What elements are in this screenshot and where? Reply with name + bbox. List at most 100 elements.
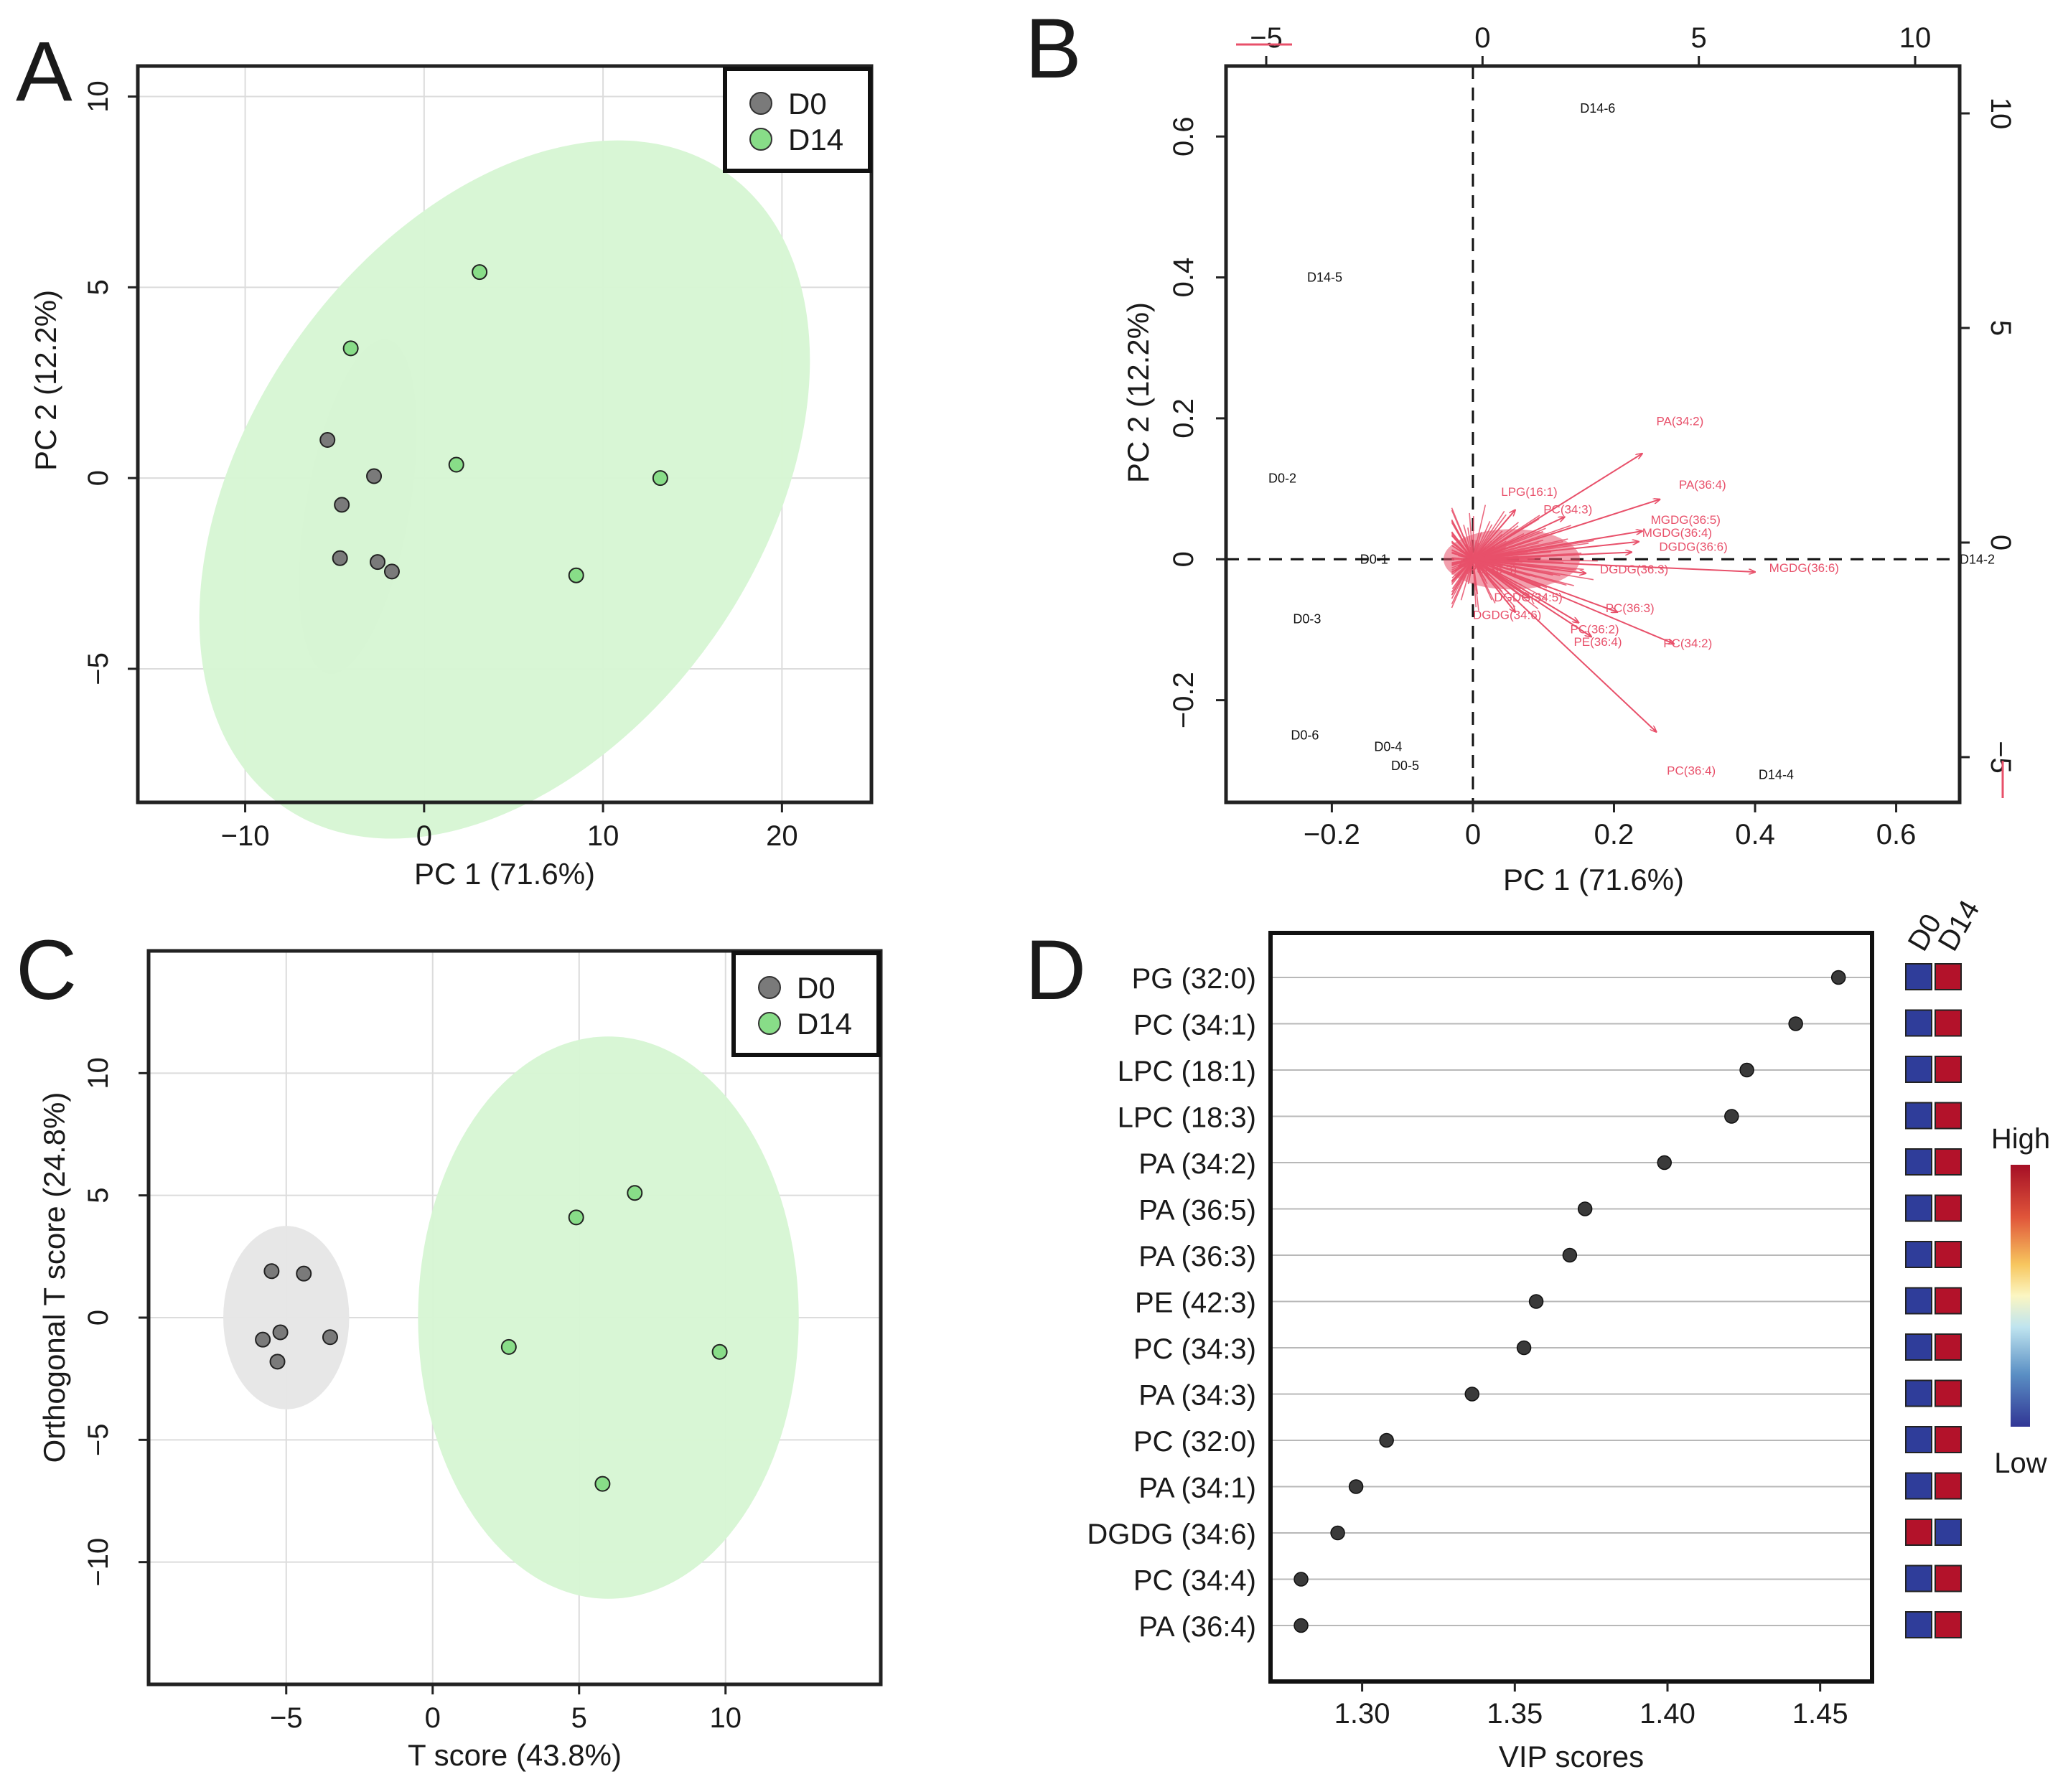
heatmap-cell-d0 [1905,1287,1932,1315]
heatmap-cell-d0 [1905,1333,1932,1361]
row-label: LPC (18:1) [1118,1056,1256,1087]
colorbar-low-label: Low [1994,1448,2046,1479]
legend-label-d0: D0 [788,87,827,121]
point-d14 [652,470,668,487]
heatmap-cell-d0 [1905,1379,1932,1407]
loading-arrow [1459,558,1474,566]
vip-dot [1830,970,1846,985]
loading-arrow [1472,542,1639,560]
legend-label-d14: D14 [797,1007,852,1041]
point-d0 [334,497,350,513]
point-d0 [322,1329,338,1346]
row-label: PC (34:3) [1133,1333,1256,1365]
loading-label: DGDG(36:3) [1600,563,1668,576]
loading-label: PA(34:2) [1656,415,1703,428]
x-tick-label: 10 [710,1702,742,1734]
sample-label: D0-5 [1391,759,1419,773]
heatmap-cell-d0 [1905,1148,1932,1176]
heatmap-cell-d14 [1935,1241,1962,1268]
heatmap-cell-d14 [1935,963,1962,990]
point-d14 [627,1185,643,1201]
loading-arrow [1472,558,1586,573]
y-tick-label: 0.4 [1168,258,1199,298]
row-label: PA (36:5) [1138,1195,1256,1226]
heatmap-cell-d0 [1905,1102,1932,1130]
row-label: PA (34:3) [1138,1380,1256,1412]
panel-letter-B: B [1025,1,1082,96]
point-d0 [366,468,383,484]
y-tick-label: −5 [83,652,114,685]
y-tick-label: −0.2 [1168,672,1199,728]
row-label: PG (32:0) [1132,963,1256,995]
loading-label: DGDG(34:5) [1494,591,1562,604]
loading-label: DGDG(36:6) [1659,540,1727,553]
legend-label-d14: D14 [788,123,843,156]
loading-label: DGDG(34:6) [1473,609,1541,622]
heatmap-cell-d14 [1935,1611,1962,1638]
plot-frame [1268,931,1874,1684]
right-tick-label: 0 [1985,535,2016,550]
heatmap-cell-d14 [1935,1333,1962,1361]
x-axis-label: PC 1 (71.6%) [1503,863,1684,896]
ellipse-d14 [418,1036,799,1599]
point-d14 [594,1476,611,1492]
legend-marker-d0 [749,92,772,115]
x-axis-label: VIP scores [1499,1740,1644,1773]
heatmap-cell-d14 [1935,1287,1962,1315]
vip-dot [1294,1572,1309,1587]
y-axis-label: PC 2 (12.2%) [29,290,62,471]
sample-label: D0-6 [1291,728,1319,743]
sample-label: D14-4 [1759,768,1794,782]
point-d0 [272,1324,289,1341]
x-tick-label: 0.2 [1594,819,1634,850]
heatmap-cell-d0 [1905,1472,1932,1500]
loading-arrow [1472,552,1632,560]
heatmap-column-d14: D14 [1932,895,1986,957]
row-label: PA (34:1) [1138,1473,1256,1504]
row-label: PA (36:3) [1138,1241,1256,1272]
sample-label: D14-6 [1580,101,1615,116]
vip-dot [1330,1525,1345,1541]
x-tick-label: 0.4 [1735,819,1775,850]
vip-dot [1379,1432,1394,1448]
vip-dot [1657,1155,1672,1171]
x-tick-label: 0.6 [1876,819,1917,850]
point-d0 [296,1265,312,1282]
row-label: PC (32:0) [1133,1426,1256,1458]
x-tick-label: 10 [587,820,619,852]
row-label: PA (34:2) [1138,1148,1256,1180]
point-d0 [263,1263,280,1280]
panel-A: −10 0 10 20 10 5 0 −5 PC 1 (71.6%) PC 2 (12.2%) D0… [29,64,874,891]
row-label: DGDG (34:6) [1087,1519,1256,1550]
point-d14 [500,1338,517,1355]
heatmap-cell-d14 [1935,1426,1962,1453]
loading-arrow [1472,558,1674,644]
heatmap-cell-d0 [1905,1611,1932,1638]
x-tick-label: 1.35 [1487,1698,1543,1730]
loading-arrow [1472,558,1530,598]
point-d0 [319,431,336,448]
y-tick-label: −5 [83,1424,114,1457]
loading-label: LPG(16:1) [1501,485,1557,499]
x-tick-label: −10 [221,820,270,852]
panel-letter-A: A [16,24,72,119]
loading-label: PC(34:3) [1543,502,1592,516]
heatmap-cell-d0 [1905,1241,1932,1268]
vip-dot [1348,1479,1364,1494]
vip-dot [1516,1340,1532,1356]
heatmap-cell-d0 [1905,1565,1932,1592]
sample-label: D0-4 [1374,739,1402,754]
vip-dot [1577,1201,1593,1216]
sample-label: D0-3 [1293,612,1321,627]
y-axis-label: Orthogonal T score (24.8%) [37,1092,71,1463]
plot-frame [1224,64,1962,804]
x-tick-label: 5 [571,1702,587,1734]
vip-dot [1562,1247,1578,1263]
plot-frame [136,64,874,804]
loading-arrow [1472,558,1515,612]
legend-marker-d14 [758,1012,781,1035]
colorbar-high-label: High [1991,1123,2050,1155]
